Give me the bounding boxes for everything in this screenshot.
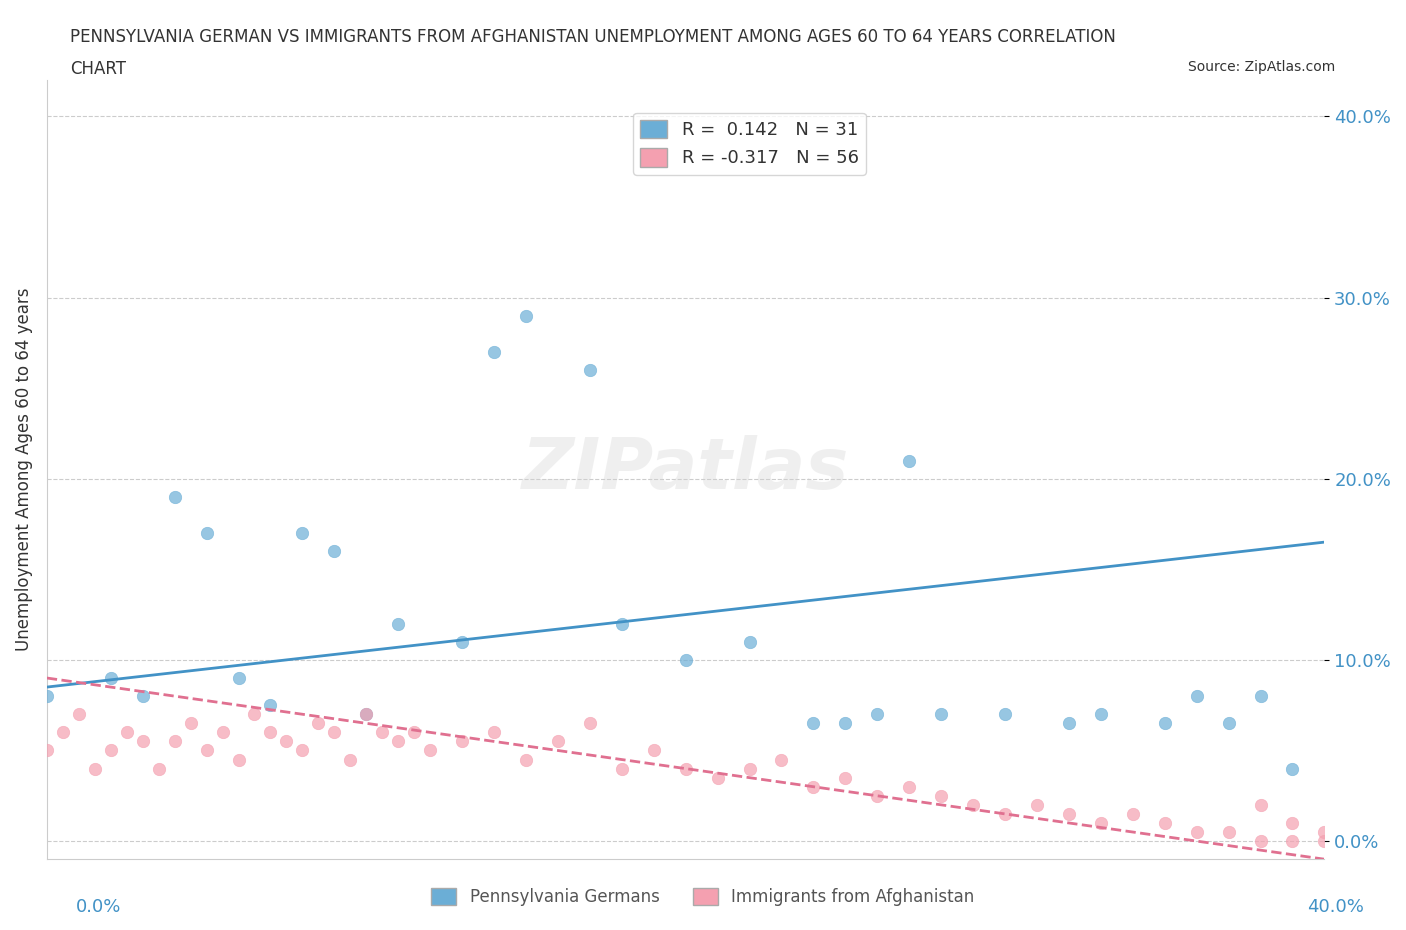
Point [1185,825,1208,840]
Point [259,724,281,739]
Text: PENNSYLVANIA GERMAN VS IMMIGRANTS FROM AFGHANISTAN UNEMPLOYMENT AMONG AGES 60 TO: PENNSYLVANIA GERMAN VS IMMIGRANTS FROM A… [70,28,1116,46]
Point [898,779,921,794]
Point [1281,833,1303,848]
Point [1218,825,1240,840]
Point [738,761,761,776]
Point [307,716,329,731]
Point [35,689,58,704]
Point [100,743,122,758]
Point [803,779,825,794]
Point [834,770,856,785]
Point [100,671,122,685]
Point [228,752,250,767]
Point [83,761,105,776]
Point [67,707,90,722]
Point [387,734,409,749]
Point [291,743,314,758]
Point [1090,707,1112,722]
Point [115,724,138,739]
Point [994,707,1017,722]
Point [1057,716,1080,731]
Point [371,724,394,739]
Point [163,489,186,504]
Point [1250,833,1272,848]
Point [929,789,952,804]
Point [195,525,218,540]
Point [339,752,361,767]
Text: ZIPatlas: ZIPatlas [522,435,849,504]
Point [770,752,793,767]
Point [1026,797,1049,812]
Point [195,743,218,758]
Point [228,671,250,685]
Point [643,743,665,758]
Point [579,363,602,378]
Point [1185,689,1208,704]
Y-axis label: Unemployment Among Ages 60 to 64 years: Unemployment Among Ages 60 to 64 years [15,288,32,651]
Text: 0.0%: 0.0% [76,897,121,916]
Point [866,789,889,804]
Point [1313,825,1336,840]
Point [1250,689,1272,704]
Point [131,689,153,704]
Point [515,308,537,323]
Point [579,716,602,731]
Point [1218,716,1240,731]
Point [610,617,633,631]
Point [35,743,58,758]
Point [1057,806,1080,821]
Point [211,724,233,739]
Point [243,707,266,722]
Point [994,806,1017,821]
Point [929,707,952,722]
Point [180,716,202,731]
Point [1153,716,1175,731]
Point [356,707,378,722]
Point [291,525,314,540]
Point [1090,816,1112,830]
Point [738,634,761,649]
Point [515,752,537,767]
Point [482,724,505,739]
Legend: Pennsylvania Germans, Immigrants from Afghanistan: Pennsylvania Germans, Immigrants from Af… [425,881,981,912]
Point [803,716,825,731]
Point [1313,833,1336,848]
Point [482,344,505,359]
Point [1281,761,1303,776]
Point [547,734,569,749]
Point [323,724,346,739]
Point [1153,816,1175,830]
Point [259,698,281,712]
Point [387,617,409,631]
Point [866,707,889,722]
Point [131,734,153,749]
Point [148,761,170,776]
Point [706,770,728,785]
Point [451,634,474,649]
Point [675,761,697,776]
Point [898,453,921,468]
Point [1281,816,1303,830]
Point [1250,797,1272,812]
Point [163,734,186,749]
Text: 40.0%: 40.0% [1308,897,1364,916]
Point [834,716,856,731]
Point [356,707,378,722]
Point [52,724,75,739]
Point [404,724,426,739]
Point [276,734,298,749]
Text: Source: ZipAtlas.com: Source: ZipAtlas.com [1188,60,1336,74]
Point [419,743,441,758]
Point [675,653,697,668]
Point [1122,806,1144,821]
Point [323,544,346,559]
Legend: R =  0.142   N = 31, R = -0.317   N = 56: R = 0.142 N = 31, R = -0.317 N = 56 [633,113,866,175]
Point [451,734,474,749]
Point [610,761,633,776]
Text: CHART: CHART [70,60,127,78]
Point [962,797,984,812]
